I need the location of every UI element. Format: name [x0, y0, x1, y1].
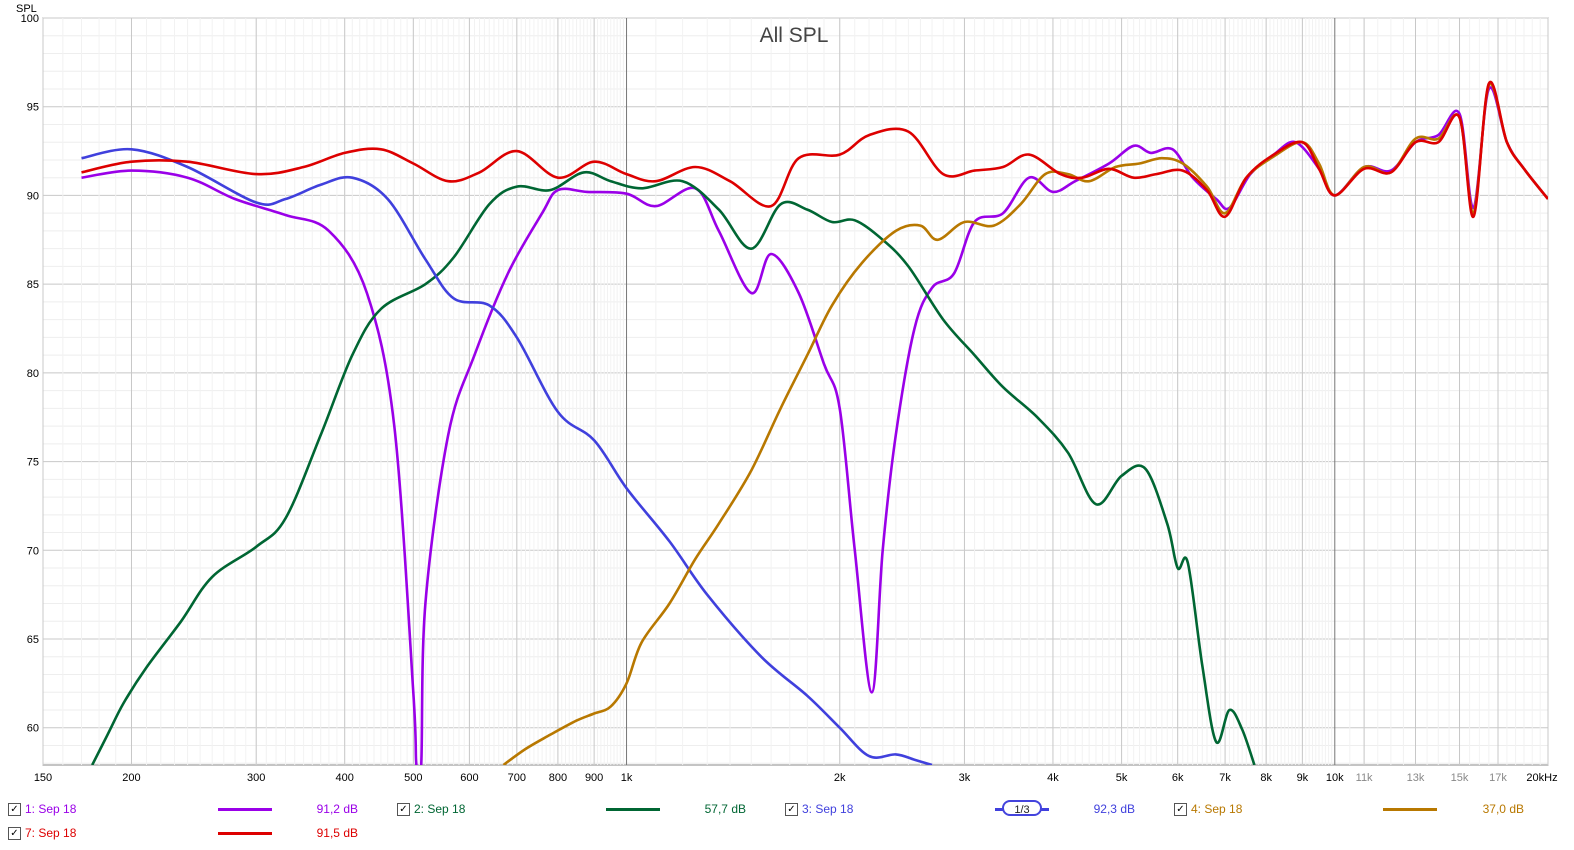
y-tick-label: 65 [27, 634, 39, 646]
y-axis-label: SPL [16, 3, 37, 15]
y-tick-label: 60 [27, 723, 39, 735]
legend-value-4: 37,0 dB [1482, 802, 1524, 816]
legend-checkbox-7[interactable]: ✓ [8, 826, 21, 840]
legend-value-7: 91,5 dB [316, 826, 358, 840]
legend-value-1: 91,2 dB [316, 802, 358, 816]
legend-swatch-4 [1383, 808, 1437, 811]
series-line-5 [81, 80, 1548, 219]
smoothing-badge[interactable]: 1/3 [1002, 800, 1042, 816]
x-tick-label: 2k [834, 772, 846, 784]
legend: ✓ 1: Sep 18 91,2 dB ✓ 2: Sep 18 57,7 dB … [0, 795, 1574, 850]
x-tick-label: 900 [585, 772, 603, 784]
x-tick-label: 800 [549, 772, 567, 784]
legend-label-7: 7: Sep 18 [25, 826, 77, 840]
x-tick-label: 20kHz [1526, 772, 1557, 784]
series-lines [81, 80, 1548, 765]
series-line-3 [81, 147, 933, 765]
y-tick-label: 85 [27, 279, 39, 291]
y-tick-label: 80 [27, 368, 39, 380]
legend-label-1: 1: Sep 18 [25, 802, 77, 816]
legend-swatch-2 [606, 808, 660, 811]
x-tick-label: 500 [404, 772, 422, 784]
x-tick-label: 5k [1116, 772, 1128, 784]
x-tick-label: 15k [1451, 772, 1469, 784]
series-line-4 [502, 82, 1548, 765]
legend-item-4[interactable]: ✓ 4: Sep 18 [1174, 802, 1242, 816]
x-axis-tick-labels: 150 200 300 400 500 600 700 800 900 1k 2k 3k 4k 5k 6k 7… [34, 772, 1558, 784]
legend-checkbox-1[interactable]: ✓ [8, 802, 21, 816]
x-tick-label: 6k [1172, 772, 1184, 784]
x-tick-label: 600 [460, 772, 478, 784]
legend-item-1[interactable]: ✓ 1: Sep 18 [8, 802, 76, 816]
x-tick-label: 7k [1219, 772, 1231, 784]
x-tick-label: 11k [1356, 772, 1373, 784]
x-tick-label: 9k [1297, 772, 1309, 784]
legend-value-2: 57,7 dB [704, 802, 746, 816]
y-tick-label: 100 [21, 13, 39, 25]
x-tick-label: 4k [1047, 772, 1059, 784]
x-tick-label: 200 [122, 772, 140, 784]
x-tick-label: 3k [959, 772, 971, 784]
legend-label-2: 2: Sep 18 [414, 802, 466, 816]
chart-title: All SPL [760, 24, 829, 47]
y-tick-label: 95 [27, 102, 39, 114]
x-tick-label: 8k [1260, 772, 1272, 784]
y-tick-label: 70 [27, 545, 39, 557]
legend-item-7[interactable]: ✓ 7: Sep 18 [8, 826, 76, 840]
legend-label-3: 3: Sep 18 [802, 802, 854, 816]
spl-chart[interactable]: 100 95 90 85 80 75 70 65 60 150 200 300 400 500 600 70… [0, 0, 1574, 795]
x-tick-label: 300 [247, 772, 265, 784]
y-tick-label: 75 [27, 457, 39, 469]
legend-item-2[interactable]: ✓ 2: Sep 18 [397, 802, 465, 816]
legend-checkbox-2[interactable]: ✓ [397, 802, 410, 816]
legend-label-4: 4: Sep 18 [1191, 802, 1243, 816]
y-tick-label: 90 [27, 190, 39, 202]
x-tick-label: 150 [34, 772, 52, 784]
y-axis-tick-labels: 100 95 90 85 80 75 70 65 60 [21, 13, 39, 735]
legend-swatch-1 [218, 808, 272, 811]
series-line-2 [91, 170, 1256, 765]
x-tick-label: 1k [621, 772, 633, 784]
legend-value-3: 92,3 dB [1093, 802, 1135, 816]
legend-checkbox-4[interactable]: ✓ [1174, 802, 1187, 816]
legend-swatch-7 [218, 832, 272, 835]
legend-checkbox-3[interactable]: ✓ [785, 802, 798, 816]
x-tick-label: 13k [1407, 772, 1425, 784]
x-tick-label: 10k [1326, 772, 1344, 784]
x-tick-label: 700 [508, 772, 526, 784]
x-tick-label: 400 [336, 772, 354, 784]
legend-item-3[interactable]: ✓ 3: Sep 18 [785, 802, 853, 816]
x-tick-label: 17k [1489, 772, 1507, 784]
